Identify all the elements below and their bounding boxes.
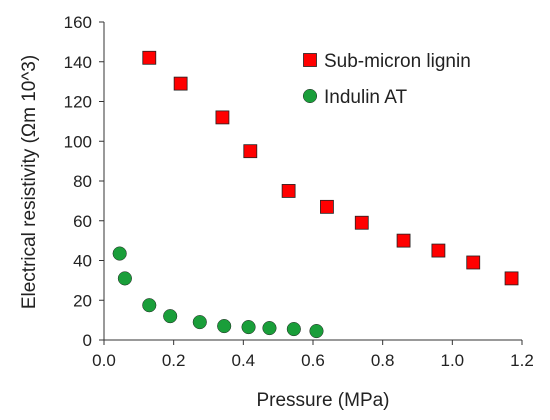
x-tick-label: 0.8 — [371, 351, 395, 370]
indulin-data-point — [217, 319, 232, 334]
series-0 — [142, 50, 519, 286]
y-tick-label: 20 — [73, 291, 92, 310]
y-tick-label: 160 — [64, 13, 92, 32]
indulin-data-point — [241, 320, 256, 335]
y-tick-label: 120 — [64, 93, 92, 112]
indulin-data-point — [142, 298, 157, 313]
indulin-data-point — [286, 322, 301, 337]
indulin-data-point — [192, 315, 207, 330]
lignin-data-point — [396, 233, 411, 248]
x-tick-label: 0.4 — [232, 351, 256, 370]
y-tick-label: 40 — [73, 252, 92, 271]
data-markers — [112, 50, 519, 339]
lignin-data-point — [215, 110, 230, 125]
lignin-data-point — [173, 76, 188, 91]
legend-label: Sub-micron lignin — [324, 51, 471, 72]
x-tick-label: 0.2 — [162, 351, 186, 370]
y-tick-label: 60 — [73, 212, 92, 231]
lignin-data-point — [466, 255, 481, 270]
indulin-data-point — [163, 309, 178, 324]
lignin-data-point — [142, 50, 157, 65]
lignin-data-point — [354, 215, 369, 230]
x-tick-label: 1.0 — [441, 351, 465, 370]
legend-item: Sub-micron lignin — [303, 51, 471, 72]
legend-item: Indulin AT — [302, 87, 407, 108]
lignin-data-point — [431, 243, 446, 258]
indulin-data-point — [262, 321, 277, 336]
y-tick-label: 80 — [73, 172, 92, 191]
x-tick-label: 0.6 — [301, 351, 325, 370]
x-tick-label: 0.0 — [92, 351, 116, 370]
indulin-data-point — [112, 246, 127, 261]
y-tick-label: 140 — [64, 53, 92, 72]
lignin-data-point — [243, 144, 258, 159]
indulin-data-point — [309, 324, 324, 339]
indulin-data-point — [117, 271, 132, 286]
legend-marker — [303, 53, 317, 67]
y-tick-labels: 0 20 40 60 80 100 120 140 160 — [64, 13, 104, 350]
lignin-data-point — [320, 199, 334, 214]
legend-marker — [302, 88, 318, 104]
x-tick-label: 1.2 — [510, 351, 534, 370]
series-1 — [112, 246, 324, 339]
legend: Sub-micron lignin Indulin AT — [302, 51, 471, 108]
y-axis-title: Electrical resistivity (Ωm 10^3) — [19, 55, 40, 309]
y-tick-label: 100 — [64, 132, 92, 151]
x-tick-labels: 0.0 0.2 0.4 0.6 0.8 1.0 1.2 — [92, 340, 534, 370]
legend-label: Indulin AT — [324, 87, 407, 108]
x-axis-title: Pressure (MPa) — [256, 390, 389, 411]
lignin-data-point — [504, 271, 519, 286]
lignin-data-point — [281, 184, 296, 198]
y-tick-label: 0 — [83, 331, 92, 350]
